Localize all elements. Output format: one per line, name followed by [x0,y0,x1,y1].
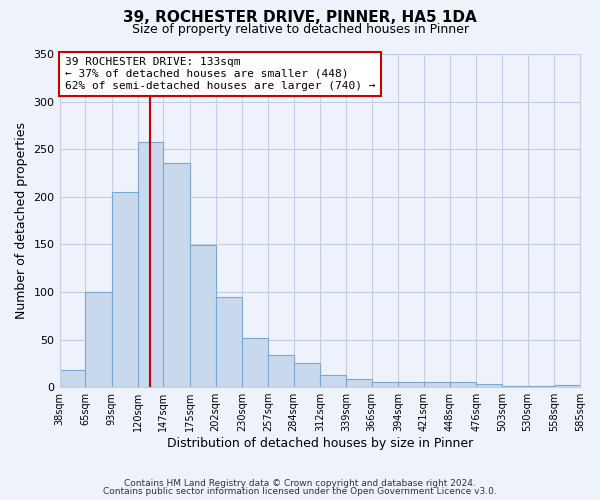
Text: 39 ROCHESTER DRIVE: 133sqm
← 37% of detached houses are smaller (448)
62% of sem: 39 ROCHESTER DRIVE: 133sqm ← 37% of deta… [65,58,375,90]
Bar [293,364,320,387]
Text: Contains public sector information licensed under the Open Government Licence v3: Contains public sector information licen… [103,487,497,496]
Bar [112,192,137,387]
Bar [554,385,580,387]
X-axis label: Distribution of detached houses by size in Pinner: Distribution of detached houses by size … [167,437,473,450]
Bar [163,164,190,387]
Text: 39, ROCHESTER DRIVE, PINNER, HA5 1DA: 39, ROCHESTER DRIVE, PINNER, HA5 1DA [123,10,477,25]
Y-axis label: Number of detached properties: Number of detached properties [15,122,28,319]
Bar [268,354,293,387]
Bar [320,374,346,387]
Bar [527,386,554,387]
Bar [85,292,112,387]
Text: Size of property relative to detached houses in Pinner: Size of property relative to detached ho… [131,22,469,36]
Bar [215,296,242,387]
Bar [449,382,476,387]
Bar [190,246,215,387]
Bar [502,386,527,387]
Bar [371,382,398,387]
Text: Contains HM Land Registry data © Crown copyright and database right 2024.: Contains HM Land Registry data © Crown c… [124,478,476,488]
Bar [398,382,424,387]
Bar [242,338,268,387]
Bar [137,142,163,387]
Bar [59,370,85,387]
Bar [346,380,371,387]
Bar [424,382,449,387]
Bar [476,384,502,387]
